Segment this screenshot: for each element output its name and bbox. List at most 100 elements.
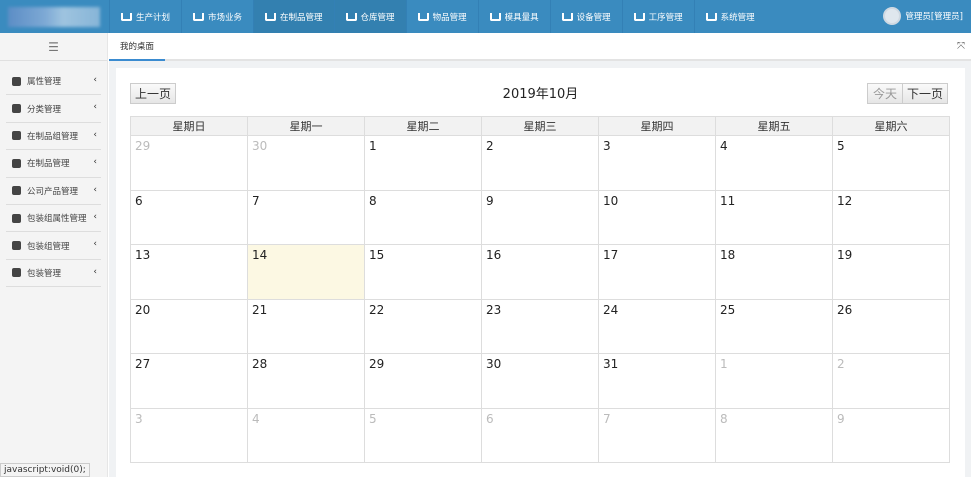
sidebar-item[interactable]: 分类管理 ‹	[6, 95, 101, 123]
calendar-day[interactable]: 12	[832, 189, 950, 245]
calendar-day[interactable]: 16	[481, 244, 599, 300]
nav-label: 工序管理	[648, 12, 683, 23]
nav-item[interactable]: 系统管理	[693, 0, 766, 33]
nav-label: 市场业务	[208, 12, 243, 23]
sidebar-item[interactable]: 在制品管理 ‹	[6, 150, 101, 178]
calendar-day[interactable]: 29	[364, 353, 482, 409]
calendar-day[interactable]: 4	[247, 407, 365, 463]
calendar-day[interactable]: 22	[364, 298, 482, 354]
chevron-left-icon: ‹	[93, 211, 97, 222]
user-menu[interactable]: 管理员[管理员]	[883, 7, 963, 25]
calendar-day[interactable]: 27	[130, 353, 248, 409]
tab-bar: 我的桌面 ⤧	[109, 33, 971, 61]
calendar-day[interactable]: 6	[130, 189, 248, 245]
sidebar-item-label: 包装管理	[27, 268, 62, 279]
calendar-day[interactable]: 19	[832, 244, 950, 300]
calendar-day[interactable]: 30	[247, 135, 365, 191]
sidebar-item[interactable]: 公司产品管理 ‹	[6, 178, 101, 205]
calendar-day[interactable]: 15	[364, 244, 482, 300]
calendar-day[interactable]: 17	[598, 244, 716, 300]
sidebar-item-label: 在制品组管理	[27, 131, 79, 142]
cube-icon	[12, 186, 21, 196]
calendar-day[interactable]: 18	[715, 244, 833, 300]
chevron-left-icon: ‹	[93, 157, 97, 168]
calendar-week: 6 7 8 9 10 11 12	[130, 189, 950, 245]
calendar-day[interactable]: 8	[715, 407, 833, 463]
main-nav: 生产计划 市场业务 在制品管理 仓库管理 物品管理 模具量具 设备管理 工序管理 系统管理	[109, 0, 766, 33]
calendar-day[interactable]: 10	[598, 189, 716, 245]
people-icon	[345, 12, 357, 21]
nav-label: 设备管理	[576, 12, 611, 23]
nav-item[interactable]: 工序管理	[621, 0, 694, 33]
nav-item[interactable]: 物品管理	[405, 0, 478, 33]
sidebar-item[interactable]: 包装组管理 ‹	[6, 232, 101, 260]
calendar-day[interactable]: 11	[715, 189, 833, 245]
calendar-day[interactable]: 26	[832, 298, 950, 354]
calendar-day[interactable]: 7	[598, 407, 716, 463]
people-icon	[417, 12, 429, 21]
calendar-title: 2019年10月	[502, 87, 579, 102]
calendar-day[interactable]: 7	[247, 189, 365, 245]
nav-label: 模具量具	[504, 12, 539, 23]
calendar-day[interactable]: 23	[481, 298, 599, 354]
cube-icon	[12, 158, 21, 168]
nav-item[interactable]: 模具量具	[477, 0, 550, 33]
today-button[interactable]: 今天	[867, 83, 903, 104]
chevron-left-icon: ‹	[93, 129, 97, 140]
calendar-day[interactable]: 2	[481, 135, 599, 191]
nav-item[interactable]: 生产计划	[109, 0, 181, 33]
nav-label: 在制品管理	[280, 12, 323, 23]
nav-label: 生产计划	[136, 12, 171, 23]
cube-icon	[12, 131, 21, 141]
calendar-day[interactable]: 5	[832, 135, 950, 191]
calendar-day[interactable]: 24	[598, 298, 716, 354]
nav-label: 系统管理	[720, 12, 755, 23]
calendar-day[interactable]: 28	[247, 353, 365, 409]
calendar-day[interactable]: 9	[481, 189, 599, 245]
calendar-day[interactable]: 3	[130, 407, 248, 463]
sidebar-item-label: 公司产品管理	[27, 186, 79, 197]
calendar-day[interactable]: 1	[364, 135, 482, 191]
calendar-panel: 上一页 2019年10月 今天 下一页 星期日 星期一 星期二 星期三 星期四 星期五 星期…	[116, 68, 965, 477]
calendar-day[interactable]: 25	[715, 298, 833, 354]
calendar-day[interactable]: 3	[598, 135, 716, 191]
calendar-day[interactable]: 30	[481, 353, 599, 409]
sidebar-item-label: 在制品管理	[27, 159, 70, 170]
cube-icon	[12, 213, 21, 223]
calendar-day[interactable]: 14	[247, 244, 365, 300]
sidebar-item[interactable]: 包装管理 ‹	[6, 260, 101, 288]
calendar-day[interactable]: 21	[247, 298, 365, 354]
fullscreen-icon[interactable]: ⤧	[957, 41, 965, 52]
calendar-day[interactable]: 4	[715, 135, 833, 191]
nav-item[interactable]: 市场业务	[181, 0, 253, 33]
tab-my-desktop[interactable]: 我的桌面	[109, 33, 166, 61]
weekday-header: 星期一	[247, 116, 365, 136]
calendar-day[interactable]: 20	[130, 298, 248, 354]
calendar-day[interactable]: 2	[832, 353, 950, 409]
calendar-day[interactable]: 1	[715, 353, 833, 409]
sidebar-item[interactable]: 包装组属性管理 ‹	[6, 205, 101, 233]
top-bar: 生产计划 市场业务 在制品管理 仓库管理 物品管理 模具量具 设备管理 工序管理 系统管理 管理…	[0, 0, 971, 33]
weekday-header: 星期五	[715, 116, 833, 136]
prev-button[interactable]: 上一页	[130, 83, 176, 104]
calendar-week: 20 21 22 23 24 25 26	[130, 298, 950, 354]
nav-item[interactable]: 仓库管理	[333, 0, 406, 33]
weekday-header: 星期三	[481, 116, 599, 136]
sidebar-item[interactable]: 在制品组管理 ‹	[6, 123, 101, 151]
calendar-week: 27 28 29 30 31 1 2	[130, 353, 950, 409]
calendar-day[interactable]: 13	[130, 244, 248, 300]
calendar-day[interactable]: 31	[598, 353, 716, 409]
calendar-day[interactable]: 9	[832, 407, 950, 463]
calendar-day[interactable]: 29	[130, 135, 248, 191]
next-button[interactable]: 下一页	[902, 83, 948, 104]
calendar-day[interactable]: 8	[364, 189, 482, 245]
cube-icon	[12, 268, 21, 278]
nav-item[interactable]: 在制品管理	[253, 0, 334, 33]
calendar-day[interactable]: 5	[364, 407, 482, 463]
sidebar-toggle-icon[interactable]: ☰	[0, 33, 107, 61]
calendar-day[interactable]: 6	[481, 407, 599, 463]
user-name: 管理员[管理员]	[905, 12, 963, 22]
people-icon	[265, 12, 277, 21]
sidebar-item[interactable]: 属性管理 ‹	[6, 68, 101, 96]
nav-item[interactable]: 设备管理	[549, 0, 622, 33]
